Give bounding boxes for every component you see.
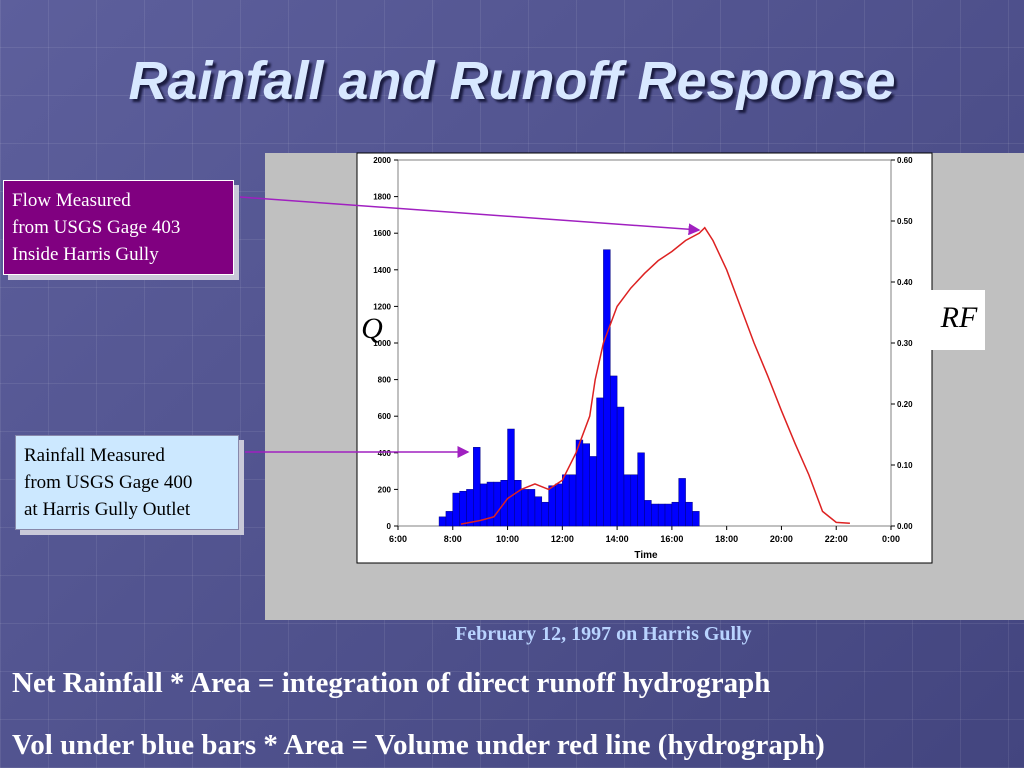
bar	[623, 474, 632, 527]
x-axis-label: Time	[634, 550, 658, 561]
bar	[438, 516, 447, 527]
x-tick-label: 20:00	[770, 534, 793, 544]
y-tick-label: 1800	[373, 193, 391, 202]
bar	[521, 489, 529, 527]
y-axis-label: Q	[361, 312, 383, 345]
x-tick-label: 6:00	[389, 534, 407, 544]
bar	[657, 503, 666, 527]
y-tick-label: 1400	[373, 266, 391, 275]
bar	[548, 485, 556, 527]
bar	[562, 474, 570, 527]
bar	[596, 397, 604, 527]
x-tick-label: 18:00	[715, 534, 738, 544]
callout-text: Flow Measured	[12, 190, 131, 211]
x-tick-label: 10:00	[496, 534, 519, 544]
x-tick-label: 12:00	[551, 534, 574, 544]
y-tick-label: 1200	[373, 302, 391, 311]
bar	[664, 503, 673, 527]
x-tick-label: 14:00	[606, 534, 629, 544]
y-tick-label: 400	[378, 449, 392, 458]
callout-text: at Harris Gully Outlet	[24, 499, 191, 520]
arrow	[239, 196, 701, 236]
bar	[610, 375, 618, 527]
bar	[493, 481, 501, 527]
line	[460, 226, 850, 525]
bar	[630, 474, 638, 527]
bar	[541, 501, 549, 527]
caption: February 12, 1997 on Harris Gully	[455, 623, 752, 645]
callout-flow: Flow Measured from USGS Gage 403 Inside …	[3, 180, 234, 275]
callout-rain: Rainfall Measured from USGS Gage 400 at …	[15, 435, 239, 530]
bar	[555, 483, 563, 527]
note: Net Rainfall * Area = integration of dir…	[12, 667, 771, 699]
bar	[473, 447, 481, 527]
bar	[678, 478, 686, 527]
callout-text: from USGS Gage 403	[12, 217, 181, 238]
y-tick-label: 200	[378, 485, 392, 494]
y2-tick-label: 0.10	[897, 461, 913, 470]
bar	[514, 480, 522, 527]
y-tick-label: 1000	[373, 339, 391, 348]
bar	[671, 501, 679, 527]
y2-tick-label: 0.60	[897, 156, 913, 165]
y-tick-label: 1600	[373, 229, 391, 238]
bar	[507, 428, 515, 527]
y-tick-label: 2000	[373, 156, 391, 165]
bar	[452, 492, 460, 527]
y-tick-label: 800	[378, 376, 392, 385]
x-tick-label: 22:00	[825, 534, 848, 544]
callout-text: Rainfall Measured	[24, 445, 165, 466]
bar	[616, 406, 625, 527]
bar	[603, 249, 611, 527]
y2-tick-label: 0.40	[897, 278, 913, 287]
bar	[534, 496, 543, 527]
y2-tick-label: 0.30	[897, 339, 913, 348]
note: Vol under blue bars * Area = Volume unde…	[12, 729, 825, 761]
y2-tick-label: 0.00	[897, 522, 913, 531]
bar	[486, 481, 495, 527]
bar	[685, 501, 693, 527]
slide-title: Rainfall and Runoff Response	[128, 51, 896, 111]
bar	[527, 489, 536, 527]
bar	[589, 456, 597, 527]
bar	[445, 511, 454, 527]
callout-text: Inside Harris Gully	[12, 244, 159, 265]
y2-axis-label: RF	[940, 301, 978, 334]
x-tick-label: 8:00	[444, 534, 462, 544]
bar	[582, 443, 590, 527]
bar	[692, 511, 700, 527]
bar	[466, 489, 474, 527]
callout-text: from USGS Gage 400	[24, 472, 193, 493]
bar	[644, 500, 652, 527]
bar	[568, 474, 577, 527]
y-tick-label: 0	[387, 522, 392, 531]
x-tick-label: 0:00	[882, 534, 900, 544]
bar	[651, 503, 659, 527]
bar	[459, 490, 467, 527]
x-tick-label: 16:00	[660, 534, 683, 544]
bar	[575, 439, 584, 527]
y2-tick-label: 0.20	[897, 400, 913, 409]
y2-label-box	[930, 290, 985, 350]
y2-tick-label: 0.50	[897, 217, 913, 226]
bar	[637, 452, 645, 527]
y-tick-label: 600	[378, 412, 392, 421]
